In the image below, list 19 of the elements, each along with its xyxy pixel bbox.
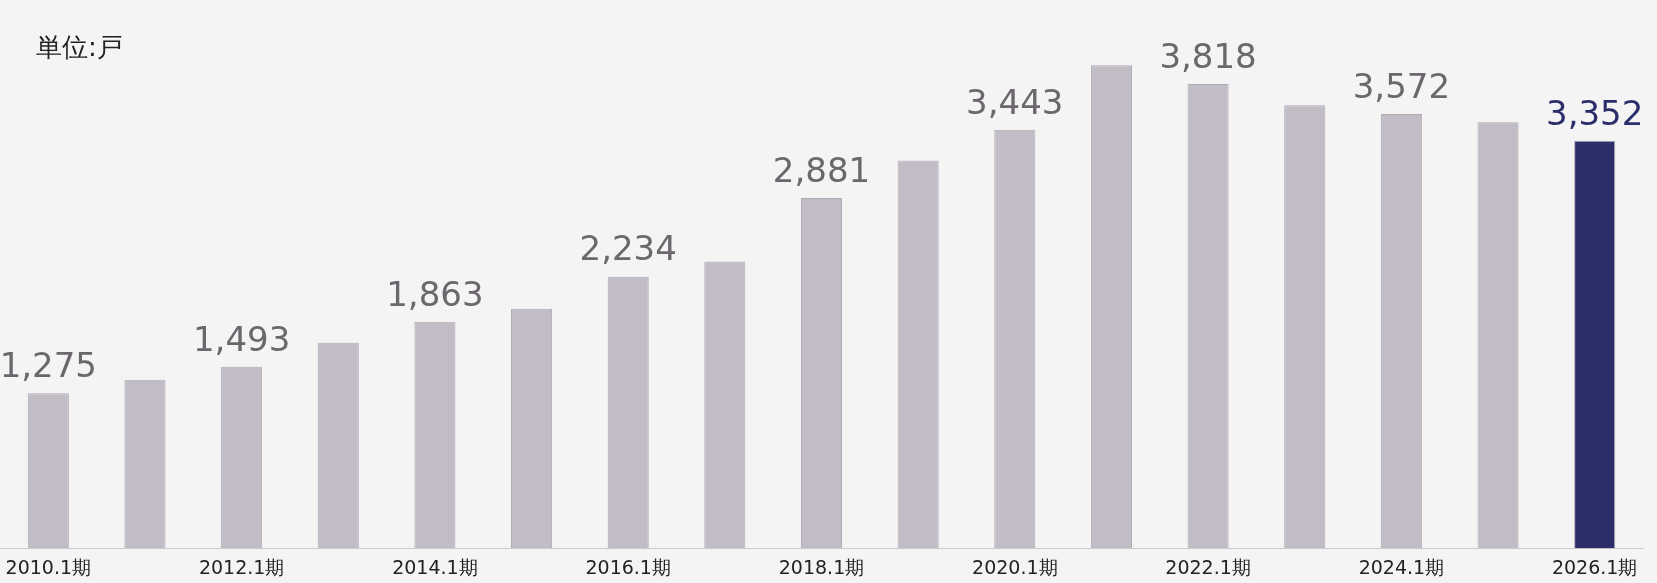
x-tick-label: 2022.1期 [1165,555,1251,578]
data-label: 3,352 [1546,92,1644,133]
data-label: 1,275 [0,345,97,386]
x-tick-label: 2016.1期 [585,555,671,578]
data-label: 3,818 [1159,35,1257,76]
x-tick-label: 2014.1期 [392,555,478,578]
x-tick-label: 2020.1期 [972,555,1058,578]
data-label: 2,234 [579,228,677,269]
data-label: 3,443 [966,81,1064,122]
x-tick-label: 2024.1期 [1358,555,1445,578]
x-tick-label: 2010.1期 [5,555,92,578]
data-label: 2,881 [772,149,871,190]
data-label: 3,572 [1352,65,1451,106]
x-tick-label: 2026.1期 [1551,555,1638,578]
x-tick-label: 2018.1期 [778,555,865,578]
x-tick-label: 2012.1期 [198,555,285,578]
text: 単位:戸 [36,31,123,64]
data-label: 1,493 [192,318,291,359]
data-label: 1,863 [386,273,484,314]
